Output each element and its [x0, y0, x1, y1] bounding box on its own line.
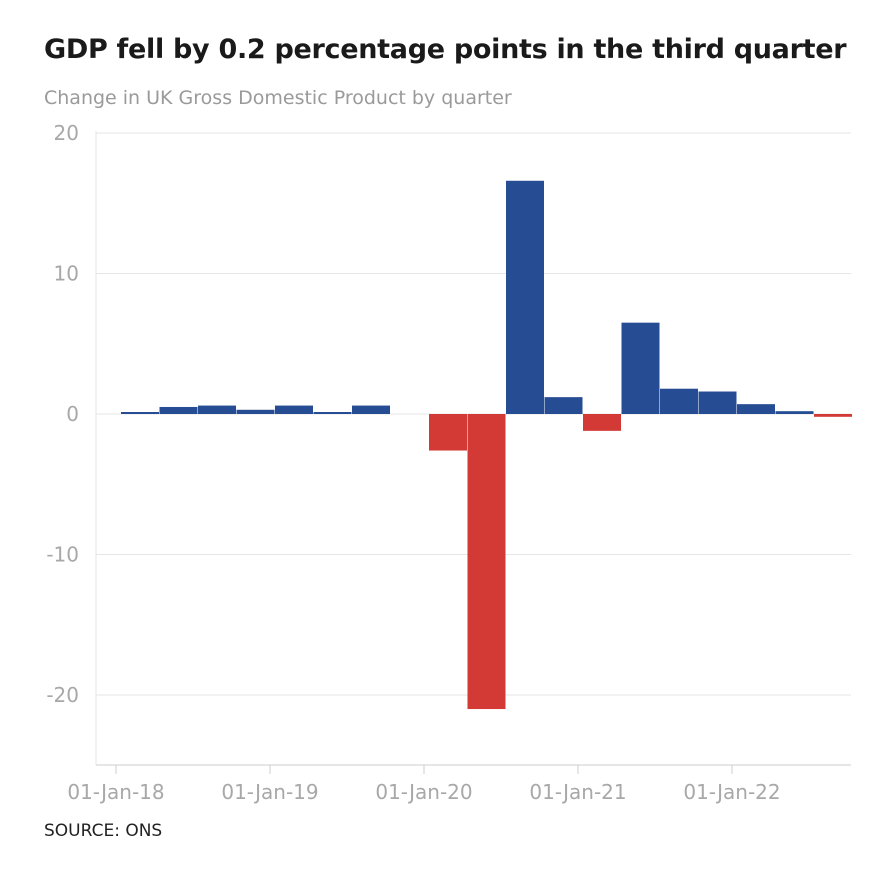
x-tick-label: 01-Jan-18: [67, 780, 164, 804]
bar-2018-q2: [159, 406, 198, 414]
bar-2021-q4: [698, 391, 737, 414]
x-tick-label: 01-Jan-22: [683, 780, 780, 804]
bar-2020-q4: [544, 397, 583, 414]
chart-title: GDP fell by 0.2 percentage points in the…: [44, 34, 847, 65]
bar-2021-q3: [660, 388, 698, 414]
bar-2022-q1: [737, 404, 775, 414]
y-tick-label: 0: [66, 402, 79, 426]
bar-2022-q3: [814, 414, 852, 417]
bar-2019-q1: [275, 405, 313, 414]
bars: [121, 180, 852, 710]
x-tick-label: 01-Jan-21: [529, 780, 626, 804]
chart-source: SOURCE: ONS: [44, 821, 163, 841]
x-tick-label: 01-Jan-19: [221, 780, 318, 804]
bar-2020-q1: [429, 414, 467, 451]
y-tick-label: -10: [46, 543, 79, 567]
bar-2018-q3: [198, 405, 236, 414]
y-tick-label: -20: [46, 683, 79, 707]
chart-subtitle: Change in UK Gross Domestic Product by q…: [44, 87, 512, 109]
bar-2018-q4: [236, 409, 275, 414]
bar-2019-q3: [352, 405, 390, 414]
bar-2021-q2: [621, 322, 660, 414]
y-tick-label: 10: [54, 262, 79, 286]
bar-2020-q2: [467, 414, 506, 710]
bar-2022-q2: [775, 411, 814, 414]
axes: 20 10 0 -10 -20 01-Jan-18 01-Jan-19 01-Jan-20 01…: [46, 121, 851, 804]
y-tick-label: 20: [54, 121, 79, 145]
bar-2018-q1: [121, 412, 159, 414]
bar-2020-q3: [506, 180, 544, 414]
bar-2019-q2: [313, 412, 352, 414]
bar-2021-q1: [583, 414, 621, 431]
x-tick-label: 01-Jan-20: [375, 780, 472, 804]
